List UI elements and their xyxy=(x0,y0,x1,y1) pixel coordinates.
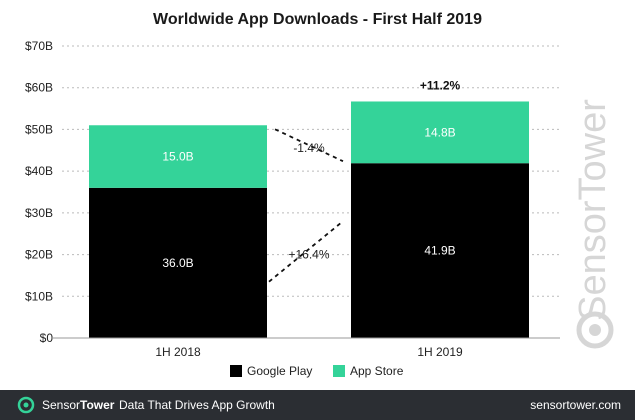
legend-swatch xyxy=(333,365,345,377)
sensortower-watermark: SensorTower xyxy=(572,99,614,349)
watermark-logo-icon xyxy=(576,311,614,349)
y-tick-label: $10B xyxy=(25,289,53,303)
bar-segment xyxy=(351,101,529,164)
bar-segment xyxy=(89,187,267,338)
bar-chart: $0 $10B $20B $30B $40B $50B $60B $70B 36.0B 15.0… xyxy=(25,39,560,378)
y-tick-label: $30B xyxy=(25,206,53,220)
y-tick-label: $20B xyxy=(25,248,53,262)
y-tick-label: $50B xyxy=(25,122,53,136)
segment-value-label: 15.0B xyxy=(162,150,193,164)
x-axis-categories: 1H 2018 1H 2019 xyxy=(155,345,463,359)
segment-value-label: 36.0B xyxy=(162,256,193,270)
bar-segment xyxy=(351,163,529,338)
legend-label: Google Play xyxy=(247,364,312,378)
segment-labels: 36.0B 15.0B 41.9B 14.8B xyxy=(162,125,455,270)
total-change-label: +11.2% xyxy=(420,78,461,92)
y-tick-label: $70B xyxy=(25,39,53,53)
y-tick-label: $60B xyxy=(25,81,53,95)
app-store-change-label: -1.4% xyxy=(293,141,325,155)
segment-value-label: 14.8B xyxy=(424,125,455,139)
legend: Google Play App Store xyxy=(230,364,404,378)
footer-tagline: Data That Drives App Growth xyxy=(119,398,275,412)
y-tick-label: $0 xyxy=(40,331,54,345)
y-axis-ticks: $0 $10B $20B $30B $40B $50B $60B $70B xyxy=(25,39,53,345)
x-category-label: 1H 2018 xyxy=(155,345,201,359)
sensortower-logo-icon xyxy=(17,396,35,414)
legend-swatch xyxy=(230,365,242,377)
segment-value-label: 41.9B xyxy=(424,244,455,258)
x-category-label: 1H 2019 xyxy=(417,345,463,359)
bar-segment xyxy=(89,125,267,188)
footer-site[interactable]: sensortower.com xyxy=(530,398,621,412)
google-play-change-label: +16.4% xyxy=(288,248,329,262)
bars xyxy=(89,101,529,338)
legend-label: App Store xyxy=(350,364,404,378)
footer-bar: SensorTower Data That Drives App Growth … xyxy=(0,390,635,420)
y-tick-label: $40B xyxy=(25,164,53,178)
chart-title: Worldwide App Downloads - First Half 201… xyxy=(153,11,482,28)
watermark-text: SensorTower xyxy=(572,99,614,321)
change-annotations: -1.4% +16.4% +11.2% xyxy=(268,78,461,283)
footer-brand: SensorTower xyxy=(42,398,115,412)
